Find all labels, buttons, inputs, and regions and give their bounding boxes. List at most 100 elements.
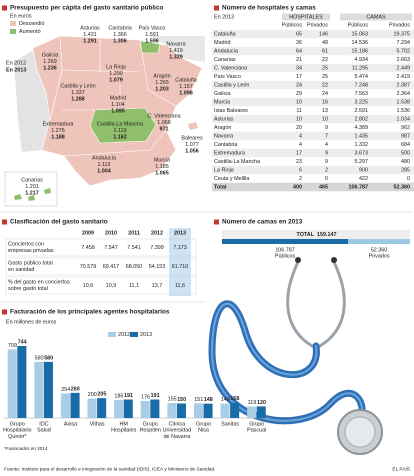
row-bg: [212, 46, 414, 56]
region-value: 1.201: [25, 184, 39, 190]
value-label: 709: [8, 343, 17, 349]
row-label: sobre gasto total: [8, 286, 48, 292]
total-label: TOTAL: [297, 232, 315, 238]
x-tick-label: Grupo: [249, 421, 264, 427]
cell-value: 29: [296, 91, 302, 97]
legend-label: Descendió: [19, 21, 44, 27]
cell-value: 2: [325, 167, 328, 173]
cell-value: 1.332: [355, 142, 369, 148]
x-tick-label: Nisa: [198, 428, 209, 434]
region-value: 1.265: [155, 80, 169, 86]
x-tick-label: Axisa: [64, 421, 77, 427]
group-header: CAMAS: [366, 14, 386, 20]
cell-value: 15.063: [352, 31, 369, 37]
value-label: 120: [257, 400, 266, 406]
region-value: 1.056: [185, 148, 199, 154]
title: Número de hospitales y camas: [222, 5, 316, 12]
row-label: Extremadura: [214, 150, 245, 156]
cell-value: 17: [296, 74, 302, 80]
cell-value: 16: [322, 99, 328, 105]
cell-value: 7.458: [81, 245, 95, 251]
legend-label: Aumentó: [19, 29, 41, 35]
cell-value: 5.474: [355, 74, 369, 80]
legend-label: 2012: [118, 332, 130, 338]
subtitle: En millones de euros: [6, 319, 57, 325]
cell-value: 11.295: [352, 65, 368, 71]
row-bg: [212, 97, 414, 107]
region-value: 1.185: [155, 164, 169, 170]
row-label: Castilla-La Mancha: [214, 159, 260, 165]
row-label: La Rioja: [214, 167, 234, 173]
row-bg: [212, 63, 414, 73]
cell-value: 480: [401, 159, 410, 165]
canarias-inset: [4, 171, 58, 207]
value-label: 205: [97, 392, 106, 398]
cell-value: 54.153: [149, 264, 166, 270]
bar: [123, 399, 133, 418]
value-label: 155: [168, 396, 177, 402]
cell-value: 10: [296, 99, 302, 105]
cell-value: 4: [325, 142, 328, 148]
cell-value: 1.435: [355, 133, 369, 139]
cell-value: 7: [325, 133, 328, 139]
region-value: 1.591: [145, 32, 159, 38]
cell-value: 17: [296, 150, 302, 156]
cell-value: 48: [322, 40, 328, 46]
stethoscope: [208, 257, 383, 455]
bar: [114, 400, 124, 418]
x-tick-label: Vithas: [90, 421, 105, 427]
region-value: 1.306: [113, 38, 127, 44]
cell-value: 146: [319, 31, 328, 37]
x-tick-label: Salud: [37, 428, 51, 434]
cell-value: 106.787: [349, 184, 369, 190]
total-value: 159.147: [317, 232, 337, 238]
region-value: 1.203: [155, 86, 169, 92]
cell-value: 2.663: [397, 57, 411, 63]
row-bg: [212, 148, 414, 158]
value-label: 106.787: [275, 247, 295, 253]
group-header-bg: [340, 13, 412, 21]
value-label: 151: [194, 397, 203, 403]
cell-value: 19.375: [394, 31, 411, 37]
cell-value: 61: [322, 48, 328, 54]
value-label: 52.360: [371, 247, 388, 253]
cell-value: 400: [293, 184, 302, 190]
bar: [247, 406, 257, 418]
value-label: 254: [61, 387, 70, 393]
cell-value: 2.364: [397, 91, 411, 97]
cell-value: 1.538: [397, 99, 411, 105]
portugal: [14, 50, 50, 152]
row-label: Murcia: [214, 99, 230, 105]
region-name: Cataluña: [175, 77, 197, 83]
region-value: 1.596: [145, 38, 159, 44]
cell-value: 10: [296, 116, 302, 122]
bar: [87, 398, 97, 418]
value-label: 580: [44, 355, 53, 361]
row-label: Galicia: [214, 91, 230, 97]
cell-value: 987: [401, 133, 410, 139]
legend-swatch: [10, 29, 16, 34]
title: Clasificación del gasto sanitario: [10, 219, 108, 226]
brand: EL PAÍS: [392, 465, 410, 472]
region-value: 1.291: [83, 38, 97, 44]
x-tick-label: Grupo: [143, 421, 158, 427]
column-header: Públicos: [282, 22, 303, 28]
region-value: 1.329: [169, 54, 183, 60]
cell-value: 7.541: [127, 245, 141, 251]
row-bg: [212, 114, 414, 124]
cell-value: 0: [325, 176, 328, 182]
year-label: En 2013: [6, 67, 26, 73]
cell-value: 7.173: [173, 245, 187, 251]
cell-value: 4: [299, 142, 302, 148]
bullet: [214, 5, 219, 11]
region-name: Canarias: [21, 177, 43, 183]
value-label: 191: [124, 393, 133, 399]
cell-value: 285: [401, 167, 410, 173]
region-name: Aragón: [153, 73, 170, 79]
x-tick-label: Grupo: [10, 421, 25, 427]
legend-swatch: [130, 332, 138, 337]
region-name: Castilla y León: [60, 83, 95, 89]
cell-value: 4: [299, 133, 302, 139]
total-bg: [222, 230, 410, 239]
